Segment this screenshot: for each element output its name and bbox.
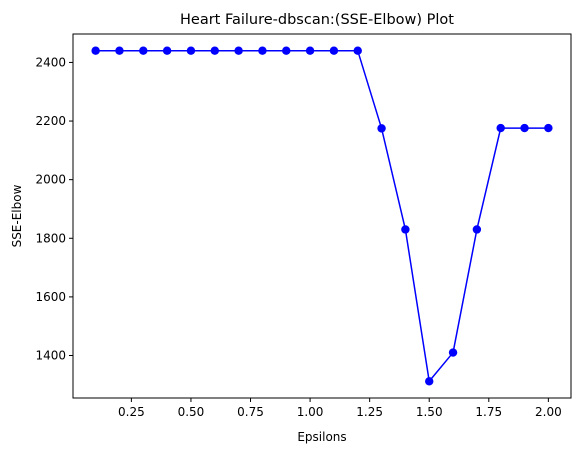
data-point — [401, 225, 410, 234]
data-point — [496, 123, 505, 133]
x-tick-label: 1.25 — [356, 405, 383, 419]
data-point — [377, 124, 386, 133]
x-tick-label: 1.50 — [416, 405, 443, 419]
data-point — [91, 46, 100, 55]
data-point — [210, 46, 219, 55]
x-tick-label: 0.75 — [237, 405, 264, 419]
data-point — [544, 123, 553, 133]
x-tick-label: 0.25 — [118, 405, 145, 419]
x-tick-label: 1.00 — [297, 405, 324, 419]
y-tick-label: 2200 — [35, 114, 66, 128]
data-point — [234, 46, 243, 55]
plot-area — [91, 46, 553, 386]
data-point — [258, 46, 267, 55]
axes-frame — [72, 33, 572, 399]
y-tick-label: 2400 — [35, 55, 66, 69]
data-point — [329, 46, 339, 55]
chart-title: Heart Failure-dbscan:(SSE-Elbow) Plot — [180, 12, 454, 28]
data-point — [305, 46, 315, 55]
data-point — [115, 46, 124, 55]
x-tick-label: 1.75 — [475, 405, 502, 419]
y-tick-label: 2000 — [35, 173, 66, 187]
series-line — [95, 49, 549, 383]
y-tick-label: 1400 — [35, 349, 66, 363]
x-axis-label: Epsilons — [297, 430, 346, 444]
data-point — [162, 46, 172, 55]
x-tick-label: 2.00 — [535, 405, 562, 419]
data-point — [520, 123, 529, 133]
data-point — [425, 377, 434, 386]
y-tick-label: 1600 — [35, 290, 66, 304]
y-axis-label: SSE-Elbow — [10, 184, 24, 247]
data-point — [282, 46, 291, 55]
data-point — [139, 46, 148, 55]
data-point — [353, 46, 362, 55]
data-point — [186, 46, 196, 55]
x-axis: 0.25 0.50 0.75 1.00 1.25 1.50 1.75 2.00 — [118, 398, 562, 419]
data-point — [472, 225, 482, 234]
data-point — [448, 348, 458, 357]
y-tick-label: 1800 — [35, 231, 66, 245]
y-axis: 1400 1600 1800 2000 2200 2400 — [35, 55, 73, 363]
x-tick-label: 0.50 — [178, 405, 205, 419]
